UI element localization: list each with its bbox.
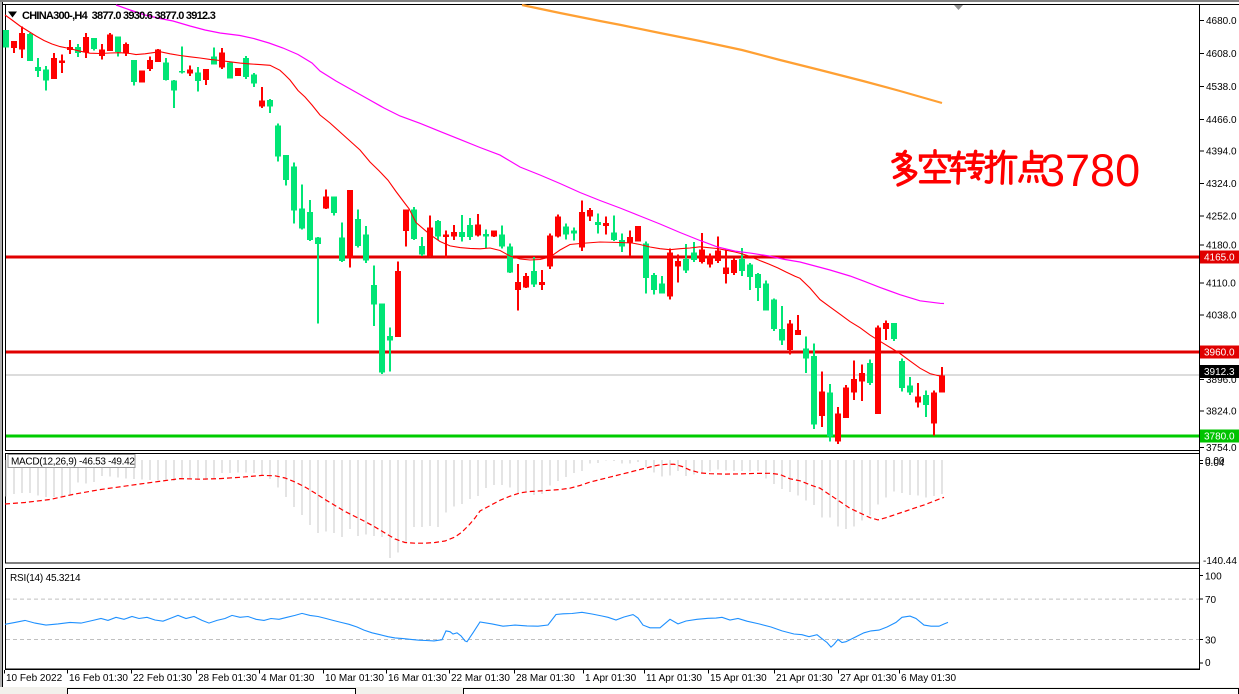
svg-text:CHINA300-,H4 3877.0 3930.6 38: CHINA300-,H4 3877.0 3930.6 3877.0 3912.3 <box>22 10 216 22</box>
svg-text:28 Feb 01:30: 28 Feb 01:30 <box>198 673 257 684</box>
svg-text:16 Mar 01:30: 16 Mar 01:30 <box>388 673 447 684</box>
svg-text:22 Feb 01:30: 22 Feb 01:30 <box>133 673 192 684</box>
svg-text:11 Apr 01:30: 11 Apr 01:30 <box>646 673 702 684</box>
svg-text:1 Apr 01:30: 1 Apr 01:30 <box>585 673 637 684</box>
svg-text:0.04: 0.04 <box>1205 458 1225 469</box>
svg-text:4608.0: 4608.0 <box>1206 49 1237 60</box>
svg-text:4538.0: 4538.0 <box>1206 82 1237 93</box>
svg-text:6 May 01:30: 6 May 01:30 <box>901 673 956 684</box>
svg-text:10 Mar 01:30: 10 Mar 01:30 <box>325 673 384 684</box>
svg-text:0: 0 <box>1205 658 1211 669</box>
svg-text:3824.0: 3824.0 <box>1206 407 1237 418</box>
svg-text:4038.0: 4038.0 <box>1206 311 1237 322</box>
svg-text:3780.0: 3780.0 <box>1204 431 1235 442</box>
svg-text:4680.0: 4680.0 <box>1206 16 1237 27</box>
svg-text:4466.0: 4466.0 <box>1206 115 1237 126</box>
svg-text:RSI(14) 45.3214: RSI(14) 45.3214 <box>10 573 81 584</box>
svg-text:21 Apr 01:30: 21 Apr 01:30 <box>776 673 833 684</box>
svg-text:22 Mar 01:30: 22 Mar 01:30 <box>451 673 510 684</box>
svg-text:16 Feb 01:30: 16 Feb 01:30 <box>69 673 128 684</box>
svg-text:4 Mar 01:30: 4 Mar 01:30 <box>261 673 315 684</box>
svg-text:0.00: 0.00 <box>1205 456 1225 467</box>
svg-text:3754.0: 3754.0 <box>1206 443 1237 454</box>
svg-text:30: 30 <box>1205 636 1217 647</box>
svg-text:15 Apr 01:30: 15 Apr 01:30 <box>710 673 767 684</box>
svg-text:4394.0: 4394.0 <box>1206 147 1237 158</box>
svg-text:4110.0: 4110.0 <box>1206 278 1236 289</box>
svg-text:3896.0: 3896.0 <box>1206 375 1237 386</box>
svg-text:4180.0: 4180.0 <box>1206 240 1237 251</box>
svg-text:3960.0: 3960.0 <box>1204 348 1235 359</box>
svg-text:4165.0: 4165.0 <box>1204 253 1235 264</box>
svg-text:100: 100 <box>1205 572 1222 583</box>
svg-text:4252.0: 4252.0 <box>1206 212 1237 223</box>
svg-text:10 Feb 2022: 10 Feb 2022 <box>6 673 63 684</box>
svg-text:3912.3: 3912.3 <box>1204 367 1235 378</box>
svg-text:27 Apr 01:30: 27 Apr 01:30 <box>840 673 897 684</box>
svg-text:MACD(12,26,9) -46.53 -49.42: MACD(12,26,9) -46.53 -49.42 <box>11 457 135 468</box>
svg-text:-140.44: -140.44 <box>1203 556 1237 567</box>
svg-text:3780: 3780 <box>1040 145 1140 196</box>
svg-text:4324.0: 4324.0 <box>1206 179 1237 190</box>
svg-text:28 Mar 01:30: 28 Mar 01:30 <box>516 673 575 684</box>
svg-text:70: 70 <box>1205 595 1217 606</box>
